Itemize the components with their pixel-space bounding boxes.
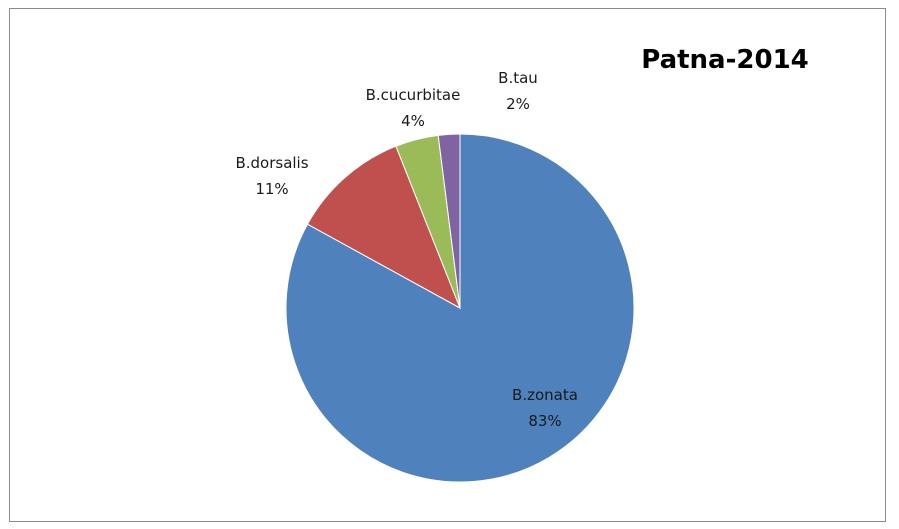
pie-slice-b-tau xyxy=(437,133,461,309)
pie-slices xyxy=(285,133,635,483)
slice-label-name: B.cucurbitae xyxy=(366,86,461,104)
slice-label-percent: 83% xyxy=(528,412,561,430)
slice-label-name: B.dorsalis xyxy=(235,154,308,172)
slice-label-name: B.tau xyxy=(498,69,538,87)
slice-label-percent: 2% xyxy=(506,95,530,113)
slice-label-name: B.zonata xyxy=(512,386,578,404)
slice-labels: B.zonata 83% B.dorsalis 11% B.cucurbitae 4% B.… xyxy=(235,69,577,430)
slice-label-percent: 4% xyxy=(401,112,425,130)
slice-label-percent: 11% xyxy=(255,180,288,198)
chart-title: Patna-2014 xyxy=(641,45,809,75)
pie-slice-b-dorsalis xyxy=(306,145,461,310)
